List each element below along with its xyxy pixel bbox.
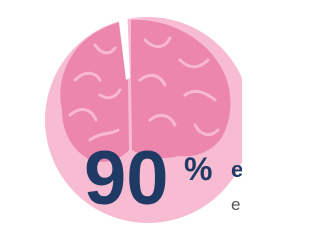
percentage-unit: % [184,151,212,187]
side-text: e [231,195,240,214]
page: 90 % e e (() => { const data = JSON.pars… [0,0,242,242]
side-text: e [231,157,242,182]
infographic: 90 % e e [0,0,242,242]
percentage-number: 90 [84,136,169,221]
